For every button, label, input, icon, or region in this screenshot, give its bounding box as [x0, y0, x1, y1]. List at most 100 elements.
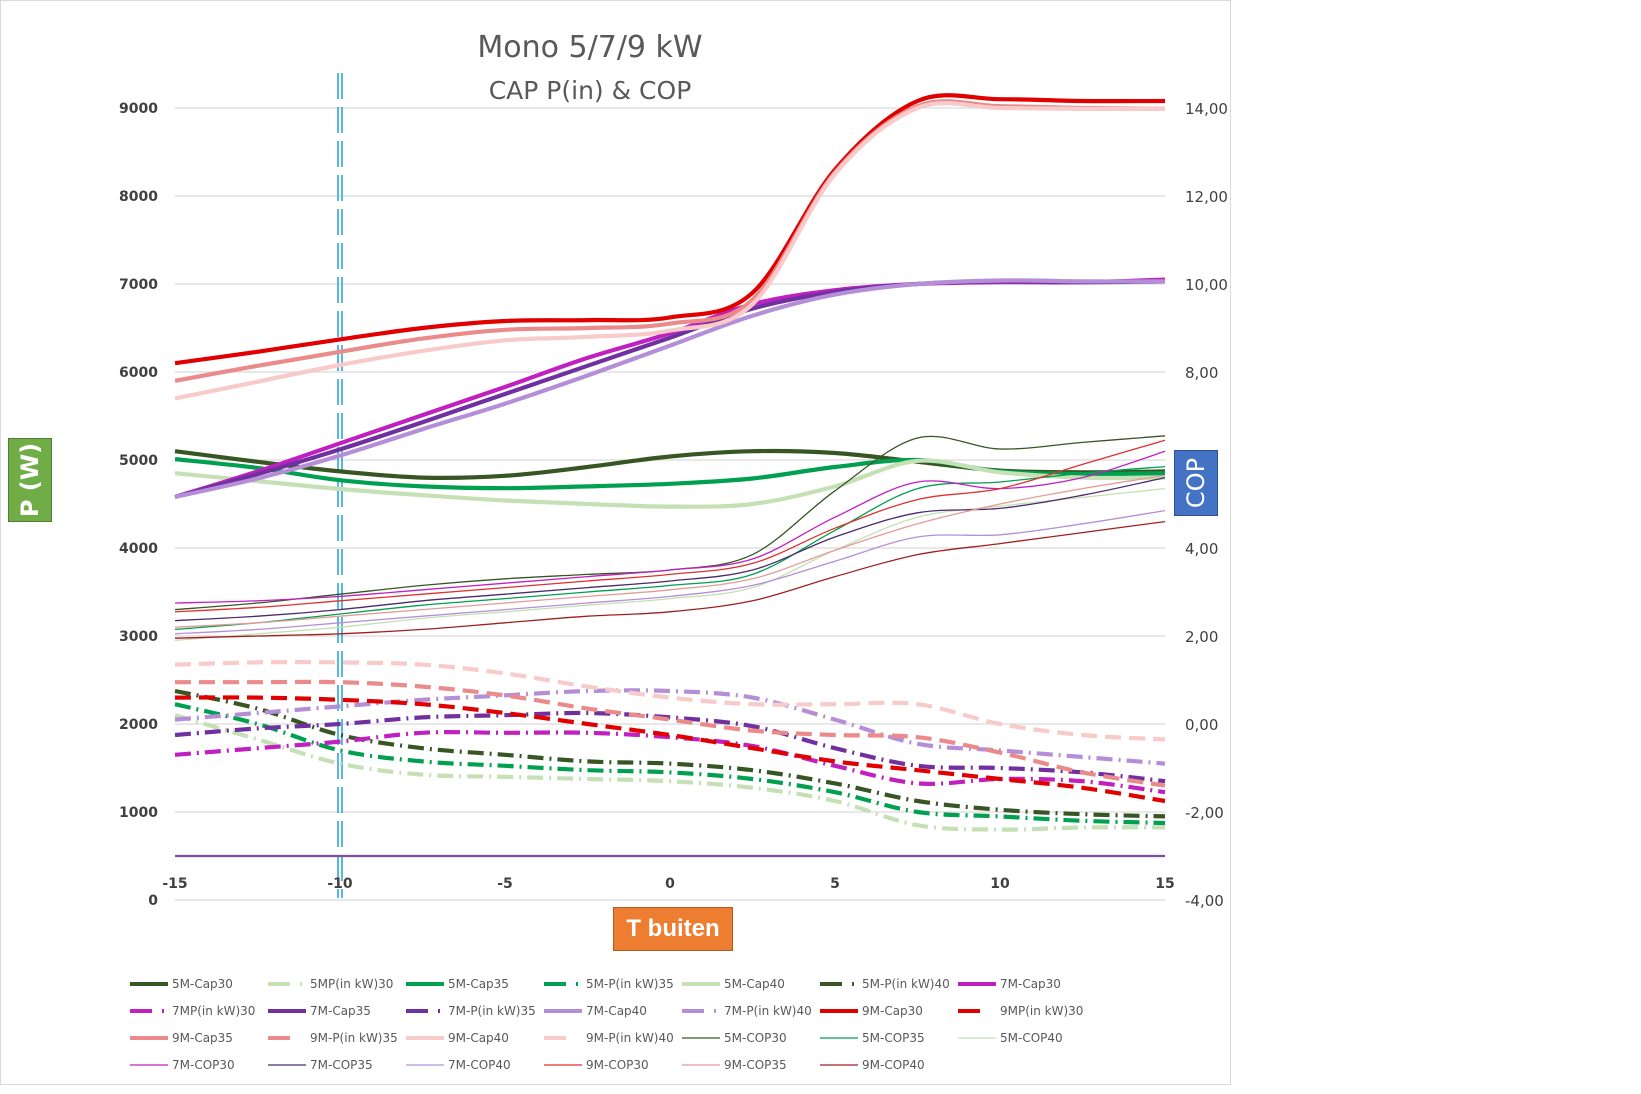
legend-swatch [268, 1063, 306, 1066]
legend-label: 9M-COP30 [586, 1057, 649, 1072]
x-tick-label: 5 [830, 876, 840, 892]
legend-item: 7M-COP35 [266, 1058, 404, 1072]
legend-item: 7MP(in kW)30 [128, 1004, 266, 1018]
y2-tick-label: 4,00 [1185, 540, 1218, 558]
legend-item: 9M-Cap30 [818, 1004, 956, 1018]
legend-item: 5M-P(in kW)40 [818, 977, 956, 991]
legend-item: 5M-Cap40 [680, 977, 818, 991]
legend-label: 7M-Cap35 [310, 1003, 371, 1018]
legend-row: 7MP(in kW)30 7M-Cap35 7M-P(in kW)35 7M-Cap4… [128, 997, 1208, 1024]
legend-label: 9M-P(in kW)40 [586, 1030, 674, 1045]
legend-label: 9M-Cap35 [172, 1030, 233, 1045]
legend-swatch [406, 1008, 444, 1013]
legend-label: 5MP(in kW)30 [310, 976, 394, 991]
series-line-9mp-in-kw-30 [174, 695, 1166, 804]
legend-item: 7M-Cap30 [956, 977, 1094, 991]
legend-swatch [130, 1063, 168, 1066]
y-axis-right-ticks: -4,00 -2,00 0,00 2,00 4,00 8,00 10,00 12,00 14,0… [1185, 100, 1228, 910]
x-tick-label: 15 [1155, 876, 1174, 892]
legend-swatch [406, 1063, 444, 1066]
legend-item: 9M-COP40 [818, 1058, 956, 1072]
legend-label: 9M-Cap40 [448, 1030, 509, 1045]
legend-label: 5M-COP30 [724, 1030, 787, 1045]
legend-item: 5M-COP40 [956, 1031, 1094, 1045]
legend-label: 5M-Cap35 [448, 976, 509, 991]
series-line-9m-cop30 [174, 439, 1166, 613]
legend-item: 9M-Cap40 [404, 1031, 542, 1045]
x-tick-label: -15 [162, 876, 187, 892]
legend-label: 9M-P(in kW)35 [310, 1030, 398, 1045]
legend-swatch [820, 1036, 858, 1039]
y-tick-label: 2000 [119, 717, 158, 733]
legend-item: 7M-Cap35 [266, 1004, 404, 1018]
series-line-5m-cap40 [174, 458, 1166, 509]
legend-item: 7M-P(in kW)40 [680, 1004, 818, 1018]
y-axis-left-ticks: 0 1000 2000 3000 4000 5000 6000 7000 8000 9000 [119, 101, 158, 909]
legend-swatch [820, 1008, 858, 1013]
legend-item: 7M-Cap40 [542, 1004, 680, 1018]
y-tick-label: 5000 [119, 453, 158, 469]
x-tick-label: -10 [327, 876, 353, 892]
legend-item: 7M-COP30 [128, 1058, 266, 1072]
legend-label: 9MP(in kW)30 [1000, 1003, 1084, 1018]
series-line-9m-cop35 [174, 474, 1166, 628]
legend-item: 9MP(in kW)30 [956, 1004, 1094, 1018]
legend-label: 5M-COP40 [1000, 1030, 1063, 1045]
legend-item: 5M-COP35 [818, 1031, 956, 1045]
x-axis-title-text: T buiten [626, 915, 720, 942]
gridlines [175, 107, 1165, 901]
y-tick-label: 3000 [119, 629, 158, 645]
y-tick-label: 1000 [119, 805, 158, 821]
x-axis-title: T buiten [613, 907, 733, 951]
series-line-9m-cap30 [174, 93, 1166, 366]
legend-swatch [820, 1063, 858, 1066]
series-line-7m-cap30 [174, 277, 1166, 499]
legend-swatch [544, 1063, 582, 1066]
y2-axis-title-text: COP [1182, 457, 1210, 509]
legend-label: 7MP(in kW)30 [172, 1003, 256, 1018]
legend-label: 5M-Cap30 [172, 976, 233, 991]
legend-swatch [682, 1063, 720, 1066]
legend-label: 5M-COP35 [862, 1030, 925, 1045]
series-line-9m-p-in-kw-35 [175, 679, 1166, 788]
legend-swatch [682, 1008, 720, 1013]
series-layer [174, 93, 1166, 858]
legend-label: 7M-Cap40 [586, 1003, 647, 1018]
legend-label: 7M-Cap30 [1000, 976, 1061, 991]
legend-label: 9M-Cap30 [862, 1003, 923, 1018]
legend-swatch [268, 981, 306, 986]
y-tick-label: 8000 [119, 189, 158, 205]
x-axis-ticks: -15 -10 -5 0 5 10 15 [162, 876, 1174, 892]
legend-swatch [130, 1035, 168, 1040]
legend-item: 9M-COP35 [680, 1058, 818, 1072]
series-line-5m-p-in-kw-40 [174, 688, 1166, 819]
series-line-5m-cop40 [174, 487, 1166, 642]
legend-label: 5M-P(in kW)40 [862, 976, 950, 991]
y2-tick-label: 8,00 [1185, 364, 1218, 382]
y2-tick-label: 14,00 [1185, 100, 1228, 118]
legend-label: 5M-P(in kW)35 [586, 976, 674, 991]
x-tick-label: 0 [665, 876, 675, 892]
legend-label: 7M-P(in kW)35 [448, 1003, 536, 1018]
legend-item: 7M-COP40 [404, 1058, 542, 1072]
series-line-9m-p-in-kw-40 [174, 660, 1166, 742]
y-tick-label: 4000 [119, 541, 158, 557]
y2-tick-label: 0,00 [1185, 716, 1218, 734]
legend-label: 7M-COP30 [172, 1057, 235, 1072]
legend-swatch [406, 981, 444, 986]
legend-item: 5M-P(in kW)35 [542, 977, 680, 991]
legend-swatch [544, 981, 582, 986]
reference-line-layer [337, 73, 343, 898]
legend-label: 7M-COP35 [310, 1057, 373, 1072]
series-line-7m-cop40 [174, 509, 1166, 635]
legend-row: 5M-Cap30 5MP(in kW)30 5M-Cap35 5M-P(in kW)3… [128, 970, 1208, 997]
y2-axis-title: COP [1174, 450, 1218, 516]
legend-swatch [544, 1035, 582, 1040]
series-line-9m-cap40 [174, 101, 1166, 401]
series-line-7mp-in-kw-30 [174, 730, 1166, 795]
y-axis-title-text: P (W) [16, 442, 45, 518]
legend-label: 7M-COP40 [448, 1057, 511, 1072]
legend-item: 5MP(in kW)30 [266, 977, 404, 991]
legend-swatch [682, 981, 720, 986]
